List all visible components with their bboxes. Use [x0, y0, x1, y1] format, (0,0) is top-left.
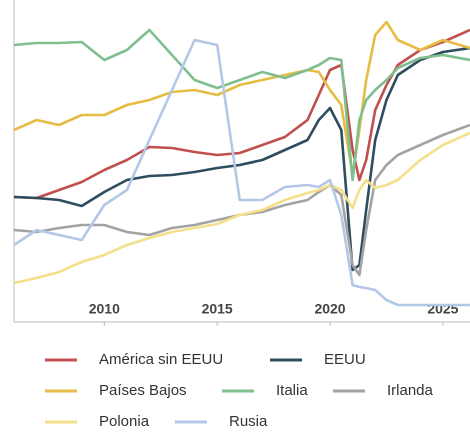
- series-line: [13, 123, 470, 277]
- x-tick-label: 2020: [314, 301, 345, 317]
- x-tick-label: 2025: [427, 301, 458, 317]
- legend-label: Italia: [276, 382, 308, 399]
- legend-label: Países Bajos: [99, 382, 187, 399]
- legend-label: Irlanda: [387, 382, 434, 399]
- legend-label: EEUU: [324, 351, 366, 368]
- series-line: [13, 28, 470, 200]
- legend-label: Rusia: [229, 413, 268, 430]
- series-line: [13, 28, 470, 182]
- legend-label: América sin EEUU: [99, 351, 223, 368]
- series-line: [13, 20, 470, 177]
- x-tick-label: 2010: [89, 301, 120, 317]
- series-line: [13, 131, 470, 285]
- legend-label: Polonia: [99, 413, 150, 430]
- series-line: [13, 46, 470, 272]
- series-line: [13, 38, 470, 307]
- x-tick-label: 2015: [202, 301, 233, 317]
